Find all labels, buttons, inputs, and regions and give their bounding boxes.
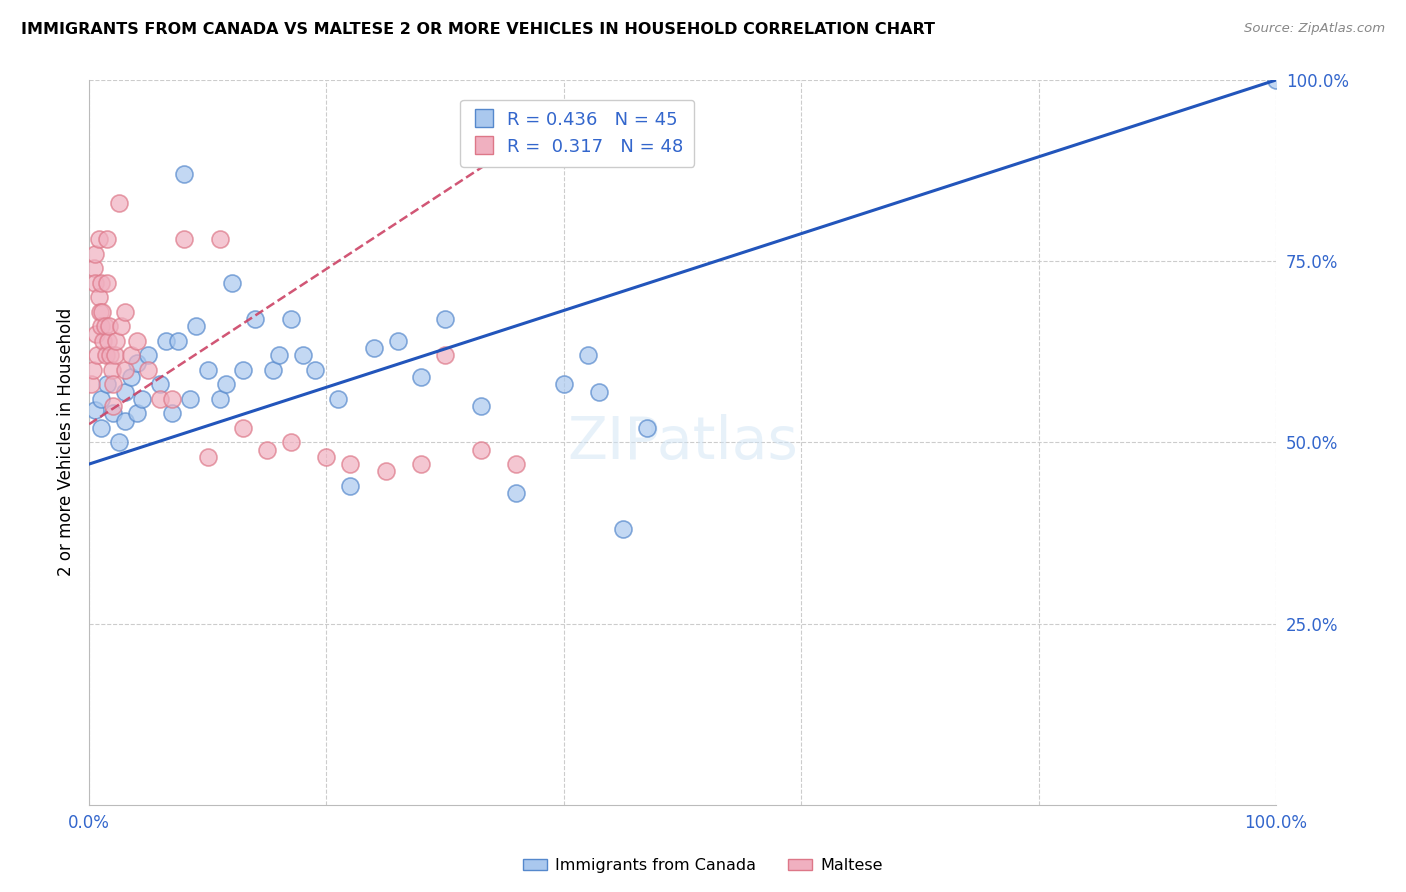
Point (107, 196, 129, 211)
Point (256, 442, 278, 457)
Point (100, 348, 122, 362)
Point (280, 312, 302, 326)
Point (232, 421, 254, 435)
Point (339, 479, 361, 493)
Point (197, 363, 219, 377)
Point (262, 363, 284, 377)
Point (387, 334, 409, 348)
Text: ZIPatlas: ZIPatlas (567, 414, 799, 471)
Point (197, 450, 219, 464)
Point (155, 334, 177, 348)
Point (89, 305, 111, 319)
Point (553, 377, 575, 392)
Point (83, 261, 105, 276)
Point (1265, 73, 1288, 87)
Point (86, 348, 108, 362)
Point (131, 392, 153, 406)
Point (84, 247, 107, 261)
Point (470, 442, 492, 457)
Point (120, 348, 142, 362)
Point (149, 377, 172, 392)
Text: IMMIGRANTS FROM CANADA VS MALTESE 2 OR MORE VEHICLES IN HOUSEHOLD CORRELATION CH: IMMIGRANTS FROM CANADA VS MALTESE 2 OR M… (21, 22, 935, 37)
Point (160, 406, 183, 420)
Point (90, 392, 112, 406)
Point (636, 421, 658, 435)
Point (149, 392, 172, 406)
Point (434, 348, 457, 362)
Point (173, 232, 195, 246)
Point (104, 348, 127, 362)
Point (125, 334, 148, 348)
Point (114, 414, 136, 428)
Point (505, 457, 527, 471)
Point (612, 522, 634, 536)
Point (588, 384, 610, 399)
Point (110, 319, 132, 334)
Point (232, 363, 254, 377)
Point (208, 232, 231, 246)
Point (105, 334, 128, 348)
Point (120, 370, 142, 384)
Point (84, 326, 107, 341)
Point (96, 377, 118, 392)
Point (97, 334, 120, 348)
Point (96, 276, 118, 290)
Point (114, 363, 136, 377)
Point (114, 305, 136, 319)
Point (184, 319, 207, 334)
Point (82, 363, 104, 377)
Y-axis label: 2 or more Vehicles in Household: 2 or more Vehicles in Household (58, 309, 75, 576)
Point (470, 399, 492, 413)
Point (328, 392, 350, 406)
Point (167, 334, 190, 348)
Point (80, 377, 103, 392)
Point (267, 348, 290, 362)
Point (576, 348, 599, 362)
Point (107, 435, 129, 450)
Point (101, 399, 124, 413)
Point (84, 276, 107, 290)
Point (101, 377, 124, 392)
Legend: Immigrants from Canada, Maltese: Immigrants from Canada, Maltese (517, 852, 889, 880)
Point (160, 392, 183, 406)
Point (505, 486, 527, 500)
Point (291, 348, 314, 362)
Point (125, 406, 148, 420)
Point (173, 167, 195, 181)
Point (90, 319, 112, 334)
Point (214, 377, 236, 392)
Point (411, 370, 433, 384)
Legend: R = 0.436   N = 45, R =  0.317   N = 48: R = 0.436 N = 45, R = 0.317 N = 48 (460, 100, 695, 167)
Point (245, 312, 267, 326)
Point (304, 363, 326, 377)
Point (90, 276, 112, 290)
Point (138, 348, 160, 362)
Point (101, 406, 124, 420)
Point (94, 348, 117, 362)
Point (280, 435, 302, 450)
Point (93, 319, 115, 334)
Point (339, 457, 361, 471)
Point (125, 356, 148, 370)
Point (114, 384, 136, 399)
Point (87, 290, 110, 304)
Point (87, 232, 110, 246)
Point (138, 363, 160, 377)
Text: Source: ZipAtlas.com: Source: ZipAtlas.com (1244, 22, 1385, 36)
Point (411, 457, 433, 471)
Point (90, 421, 112, 435)
Point (315, 450, 337, 464)
Point (374, 464, 396, 478)
Point (179, 392, 201, 406)
Point (208, 392, 231, 406)
Point (434, 312, 457, 326)
Point (84, 402, 107, 417)
Point (221, 276, 243, 290)
Point (91, 305, 114, 319)
Point (91, 334, 114, 348)
Point (98, 319, 121, 334)
Point (363, 341, 385, 355)
Point (96, 232, 118, 246)
Point (100, 363, 122, 377)
